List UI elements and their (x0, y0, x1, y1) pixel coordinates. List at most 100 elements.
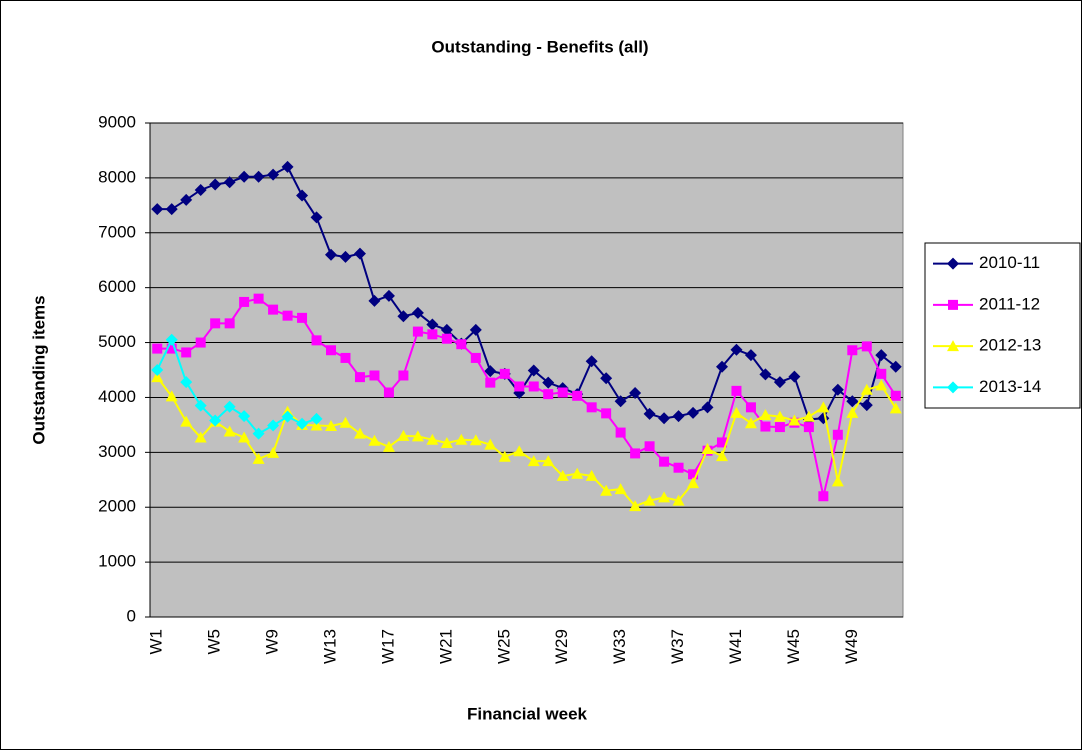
data-point (267, 446, 280, 458)
y-axis-label: Outstanding items (29, 295, 48, 444)
data-point (802, 410, 815, 422)
y-tick-label: 6000 (98, 277, 136, 296)
data-point (629, 387, 642, 400)
data-point (659, 456, 670, 467)
x-tick-label: W45 (784, 629, 803, 664)
x-tick-label: W5 (205, 629, 224, 655)
data-point (310, 419, 323, 431)
data-point (426, 318, 439, 331)
data-point (585, 469, 598, 481)
data-point (194, 431, 207, 443)
data-point (875, 379, 888, 391)
data-point (484, 365, 497, 378)
data-point (687, 477, 700, 489)
x-tick-label: W1 (147, 629, 166, 655)
data-point (817, 401, 830, 413)
data-point (469, 323, 482, 336)
data-point (427, 329, 438, 340)
legend-marker (947, 340, 959, 352)
data-point (773, 410, 786, 422)
data-point (788, 414, 801, 426)
data-point (325, 419, 338, 431)
data-point (151, 364, 164, 376)
data-point (152, 343, 163, 354)
data-point (861, 341, 872, 352)
x-tick-label: W37 (668, 629, 687, 664)
data-point (411, 306, 424, 319)
data-point (310, 412, 323, 425)
data-point (759, 368, 772, 381)
data-point (803, 422, 814, 433)
data-point (860, 383, 873, 395)
legend-label: 2011-12 (979, 294, 1040, 313)
data-point (282, 310, 293, 321)
data-point (268, 304, 279, 315)
data-point (353, 427, 366, 439)
data-point (745, 402, 756, 413)
data-point (426, 433, 439, 445)
data-point (209, 414, 222, 427)
data-point (644, 441, 655, 452)
series-line (157, 165, 897, 421)
data-point (456, 339, 467, 350)
plot-area (149, 122, 904, 618)
data-point (688, 469, 699, 480)
data-point (514, 381, 525, 392)
data-point (238, 431, 251, 443)
data-point (238, 170, 251, 183)
legend-label: 2012-13 (979, 336, 1041, 355)
data-point (353, 247, 366, 260)
data-point (542, 376, 555, 389)
data-point (831, 383, 844, 396)
data-point (658, 412, 671, 425)
data-point (600, 372, 613, 385)
x-tick-label: W21 (436, 629, 455, 664)
data-point (513, 445, 526, 457)
data-point (239, 296, 250, 307)
data-point (441, 333, 452, 344)
data-point (252, 427, 265, 440)
data-point (846, 395, 859, 408)
data-point (165, 333, 178, 346)
data-point (542, 455, 555, 467)
data-point (194, 399, 207, 412)
data-point (325, 248, 338, 261)
legend-marker (947, 257, 959, 270)
x-axis-label: Financial week (467, 704, 588, 723)
data-point (210, 318, 221, 329)
data-point (484, 438, 497, 450)
data-point (440, 323, 453, 336)
data-point (716, 437, 727, 448)
data-point (297, 312, 308, 323)
data-point (831, 475, 844, 487)
data-point (296, 417, 309, 430)
data-point (411, 430, 424, 442)
data-point (267, 419, 280, 432)
data-point (382, 440, 395, 452)
data-point (498, 450, 511, 462)
data-point (846, 406, 859, 418)
data-point (194, 183, 207, 196)
data-point (687, 406, 700, 419)
data-point (744, 417, 757, 429)
data-point (875, 349, 888, 362)
data-point (339, 416, 352, 428)
x-tick-label: W17 (378, 629, 397, 664)
data-point (643, 494, 656, 506)
data-point (223, 425, 236, 437)
data-point (600, 484, 613, 496)
data-point (586, 402, 597, 413)
data-point (731, 385, 742, 396)
data-point (470, 352, 481, 363)
data-point (165, 390, 178, 402)
x-tick-label: W33 (610, 629, 629, 664)
x-tick-label: W41 (726, 629, 745, 664)
data-point (223, 176, 236, 189)
y-tick-label: 8000 (98, 167, 136, 186)
data-point (440, 437, 453, 449)
data-point (151, 203, 164, 216)
data-point (151, 371, 164, 383)
y-tick-label: 0 (127, 606, 136, 625)
